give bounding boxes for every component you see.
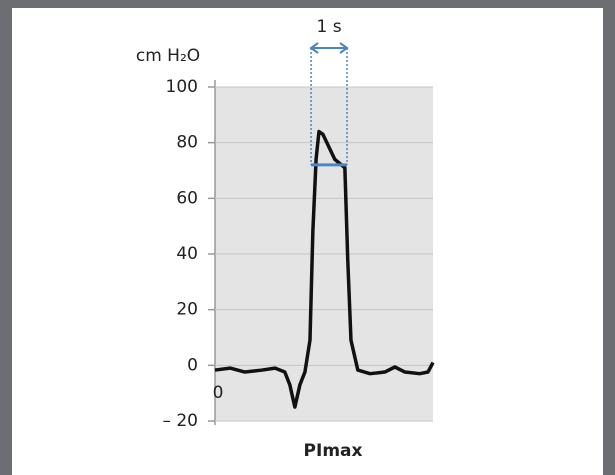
annotation-label: 1 s [316, 17, 341, 37]
y-tick-label: 20 [176, 300, 198, 320]
chart: cm H₂O PImax – 20 0 20 40 60 80 100 0 1 s [0, 0, 615, 475]
y-tick-label: 100 [166, 77, 198, 97]
y-tick-label: 0 [187, 355, 198, 375]
y-tick-label: 60 [176, 188, 198, 208]
chart-title: PImax [304, 441, 363, 461]
y-tick-label: 40 [176, 244, 198, 264]
x-tick-label: 0 [213, 383, 224, 403]
y-axis-label: cm H₂O [136, 46, 200, 66]
y-tick-label: – 20 [162, 411, 198, 431]
y-tick-label: 80 [176, 133, 198, 153]
